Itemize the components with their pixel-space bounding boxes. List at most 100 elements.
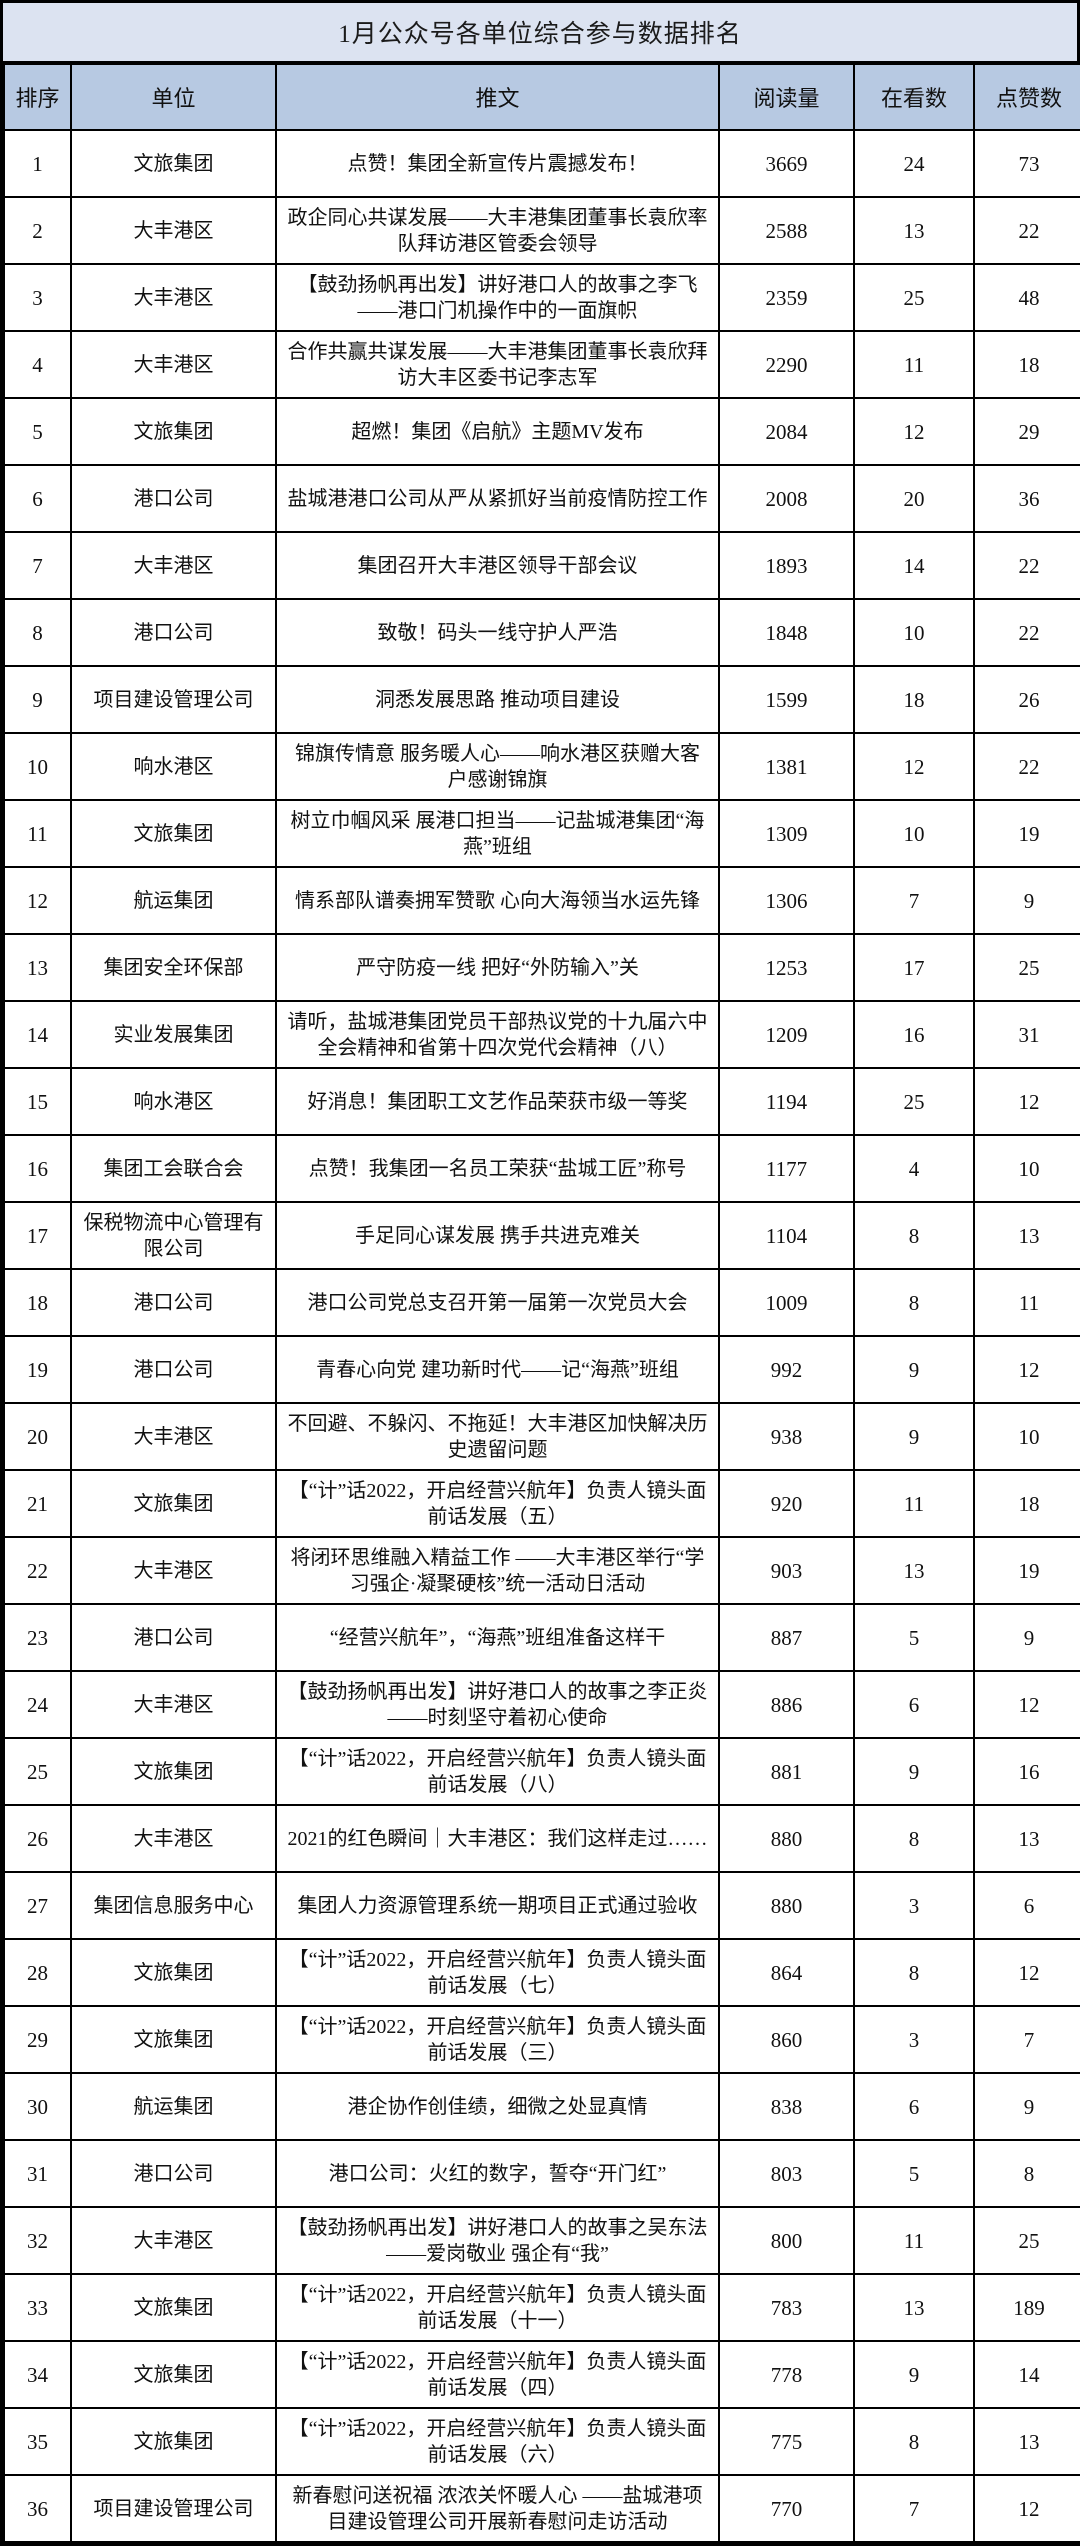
table-row: 22 大丰港区 将闭环思维融入精益工作 ——大丰港区举行“学习强企·凝聚硬核”统… xyxy=(3,1536,1080,1605)
cell-reads: 1599 xyxy=(718,665,855,734)
cell-rank: 12 xyxy=(3,866,72,935)
cell-unit: 大丰港区 xyxy=(70,2206,277,2275)
cell-unit: 大丰港区 xyxy=(70,330,277,399)
table-row: 11 文旅集团 树立巾帼风采 展港口担当——记盐城港集团“海燕”班组 1309 … xyxy=(3,799,1080,868)
cell-unit: 文旅集团 xyxy=(70,1469,277,1538)
table-row: 21 文旅集团 【“计”话2022，开启经营兴航年】负责人镜头面前话发展（五） … xyxy=(3,1469,1080,1538)
cell-unit: 响水港区 xyxy=(70,1067,277,1136)
cell-rank: 30 xyxy=(3,2072,72,2141)
column-header-reads: 阅读量 xyxy=(718,63,855,131)
table-row: 36 项目建设管理公司 新春慰问送祝福 浓浓关怀暖人心 ——盐城港项目建设管理公… xyxy=(3,2474,1080,2543)
cell-watch: 6 xyxy=(853,1670,975,1739)
cell-reads: 2084 xyxy=(718,397,855,466)
cell-post: 将闭环思维融入精益工作 ——大丰港区举行“学习强企·凝聚硬核”统一活动日活动 xyxy=(275,1536,720,1605)
cell-likes: 12 xyxy=(973,1067,1080,1136)
cell-reads: 778 xyxy=(718,2340,855,2409)
header-row: 排序 单位 推文 阅读量 在看数 点赞数 xyxy=(3,63,1080,131)
table-row: 12 航运集团 情系部队谱奏拥军赞歌 心向大海领当水运先锋 1306 7 9 xyxy=(3,866,1080,935)
cell-watch: 3 xyxy=(853,2005,975,2074)
cell-reads: 880 xyxy=(718,1871,855,1940)
cell-post: 集团人力资源管理系统一期项目正式通过验收 xyxy=(275,1871,720,1940)
cell-watch: 11 xyxy=(853,1469,975,1538)
table-row: 20 大丰港区 不回避、不躲闪、不拖延！大丰港区加快解决历史遗留问题 938 9… xyxy=(3,1402,1080,1471)
cell-reads: 887 xyxy=(718,1603,855,1672)
cell-post: 不回避、不躲闪、不拖延！大丰港区加快解决历史遗留问题 xyxy=(275,1402,720,1471)
cell-post: 【鼓劲扬帆再出发】讲好港口人的故事之李飞——港口门机操作中的一面旗帜 xyxy=(275,263,720,332)
cell-watch: 6 xyxy=(853,2072,975,2141)
cell-post: 致敬！码头一线守护人严浩 xyxy=(275,598,720,667)
table-row: 35 文旅集团 【“计”话2022，开启经营兴航年】负责人镜头面前话发展（六） … xyxy=(3,2407,1080,2476)
cell-rank: 24 xyxy=(3,1670,72,1739)
cell-post: 好消息！集团职工文艺作品荣获市级一等奖 xyxy=(275,1067,720,1136)
cell-reads: 1306 xyxy=(718,866,855,935)
cell-reads: 1253 xyxy=(718,933,855,1002)
cell-reads: 800 xyxy=(718,2206,855,2275)
cell-rank: 2 xyxy=(3,196,72,265)
cell-reads: 880 xyxy=(718,1804,855,1873)
table-row: 33 文旅集团 【“计”话2022，开启经营兴航年】负责人镜头面前话发展（十一）… xyxy=(3,2273,1080,2342)
cell-post: 【鼓劲扬帆再出发】讲好港口人的故事之吴东法——爱岗敬业 强企有“我” xyxy=(275,2206,720,2275)
cell-likes: 12 xyxy=(973,1335,1080,1404)
cell-rank: 22 xyxy=(3,1536,72,1605)
table-row: 3 大丰港区 【鼓劲扬帆再出发】讲好港口人的故事之李飞——港口门机操作中的一面旗… xyxy=(3,263,1080,332)
cell-post: 集团召开大丰港区领导干部会议 xyxy=(275,531,720,600)
cell-reads: 1848 xyxy=(718,598,855,667)
cell-watch: 11 xyxy=(853,2206,975,2275)
cell-rank: 36 xyxy=(3,2474,72,2543)
cell-post: 港口公司党总支召开第一届第一次党员大会 xyxy=(275,1268,720,1337)
cell-watch: 9 xyxy=(853,1402,975,1471)
cell-post: 手足同心谋发展 携手共进克难关 xyxy=(275,1201,720,1270)
cell-watch: 13 xyxy=(853,2273,975,2342)
cell-reads: 3669 xyxy=(718,129,855,198)
cell-watch: 13 xyxy=(853,1536,975,1605)
cell-likes: 16 xyxy=(973,1737,1080,1806)
cell-rank: 11 xyxy=(3,799,72,868)
table-row: 6 港口公司 盐城港港口公司从严从紧抓好当前疫情防控工作 2008 20 36 xyxy=(3,464,1080,533)
cell-reads: 1177 xyxy=(718,1134,855,1203)
column-header-rank: 排序 xyxy=(3,63,72,131)
table-row: 28 文旅集团 【“计”话2022，开启经营兴航年】负责人镜头面前话发展（七） … xyxy=(3,1938,1080,2007)
cell-watch: 9 xyxy=(853,2340,975,2409)
cell-rank: 17 xyxy=(3,1201,72,1270)
cell-unit: 大丰港区 xyxy=(70,1804,277,1873)
cell-rank: 28 xyxy=(3,1938,72,2007)
table-row: 16 集团工会联合会 点赞！我集团一名员工荣获“盐城工匠”称号 1177 4 1… xyxy=(3,1134,1080,1203)
cell-likes: 10 xyxy=(973,1402,1080,1471)
cell-unit: 大丰港区 xyxy=(70,1536,277,1605)
cell-likes: 31 xyxy=(973,1000,1080,1069)
cell-unit: 港口公司 xyxy=(70,598,277,667)
table-row: 13 集团安全环保部 严守防疫一线 把好“外防输入”关 1253 17 25 xyxy=(3,933,1080,1002)
sheet-title: 1月公众号各单位综合参与数据排名 xyxy=(3,3,1077,63)
table-row: 18 港口公司 港口公司党总支召开第一届第一次党员大会 1009 8 11 xyxy=(3,1268,1080,1337)
cell-unit: 航运集团 xyxy=(70,866,277,935)
cell-rank: 35 xyxy=(3,2407,72,2476)
cell-likes: 8 xyxy=(973,2139,1080,2208)
cell-unit: 实业发展集团 xyxy=(70,1000,277,1069)
cell-post: 合作共赢共谋发展——大丰港集团董事长袁欣拜访大丰区委书记李志军 xyxy=(275,330,720,399)
cell-watch: 14 xyxy=(853,531,975,600)
cell-post: “经营兴航年”，“海燕”班组准备这样干 xyxy=(275,1603,720,1672)
cell-reads: 1209 xyxy=(718,1000,855,1069)
cell-likes: 13 xyxy=(973,1804,1080,1873)
table-row: 31 港口公司 港口公司：火红的数字，誓夺“开门红” 803 5 8 xyxy=(3,2139,1080,2208)
cell-likes: 19 xyxy=(973,1536,1080,1605)
cell-rank: 19 xyxy=(3,1335,72,1404)
cell-unit: 项目建设管理公司 xyxy=(70,665,277,734)
table-row: 1 文旅集团 点赞！集团全新宣传片震撼发布！ 3669 24 73 xyxy=(3,129,1080,198)
cell-reads: 770 xyxy=(718,2474,855,2543)
cell-unit: 大丰港区 xyxy=(70,1670,277,1739)
cell-rank: 4 xyxy=(3,330,72,399)
cell-watch: 9 xyxy=(853,1737,975,1806)
cell-watch: 4 xyxy=(853,1134,975,1203)
cell-likes: 10 xyxy=(973,1134,1080,1203)
cell-likes: 25 xyxy=(973,933,1080,1002)
cell-likes: 18 xyxy=(973,1469,1080,1538)
cell-reads: 838 xyxy=(718,2072,855,2141)
column-header-unit: 单位 xyxy=(70,63,277,131)
table-row: 14 实业发展集团 请听，盐城港集团党员干部热议党的十九届六中全会精神和省第十四… xyxy=(3,1000,1080,1069)
cell-reads: 775 xyxy=(718,2407,855,2476)
cell-rank: 8 xyxy=(3,598,72,667)
cell-unit: 大丰港区 xyxy=(70,196,277,265)
cell-likes: 18 xyxy=(973,330,1080,399)
cell-watch: 8 xyxy=(853,1938,975,2007)
